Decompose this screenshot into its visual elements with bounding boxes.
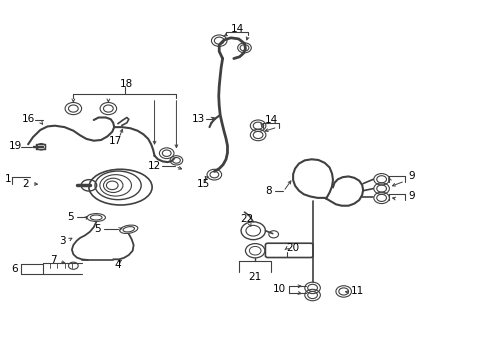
Text: 14: 14: [231, 24, 244, 34]
Text: 7: 7: [49, 255, 56, 265]
Text: 20: 20: [286, 243, 299, 253]
Text: 21: 21: [248, 272, 261, 282]
Text: 18: 18: [120, 78, 133, 89]
Text: 22: 22: [240, 214, 253, 224]
Text: 5: 5: [67, 212, 74, 222]
Text: 16: 16: [21, 114, 35, 124]
Text: 14: 14: [264, 115, 277, 125]
Text: 2: 2: [22, 179, 29, 189]
Text: 12: 12: [148, 161, 161, 171]
Text: 1: 1: [5, 174, 12, 184]
Text: 3: 3: [59, 237, 66, 247]
Text: 4: 4: [115, 260, 121, 270]
Text: 17: 17: [108, 136, 122, 146]
Text: 10: 10: [272, 284, 285, 294]
Text: 19: 19: [8, 141, 21, 152]
Text: 9: 9: [407, 191, 414, 201]
Text: 11: 11: [350, 287, 363, 296]
Text: 13: 13: [192, 114, 205, 124]
Text: 5: 5: [94, 224, 101, 234]
Text: 8: 8: [265, 186, 271, 197]
Text: 9: 9: [407, 171, 414, 181]
Text: 15: 15: [196, 179, 209, 189]
Text: 6: 6: [12, 264, 18, 274]
